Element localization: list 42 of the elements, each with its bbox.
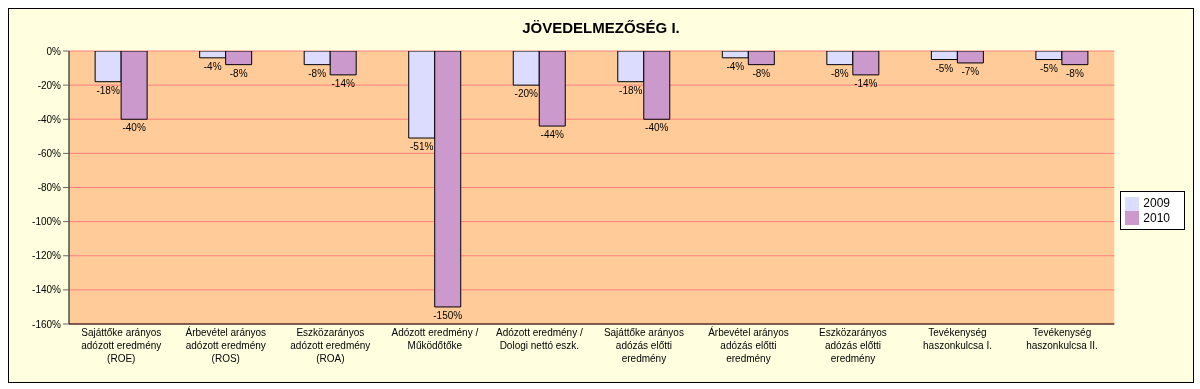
x-tick-label: Tevékenység haszonkulcsa II.: [1026, 327, 1098, 351]
y-tick-label: -160%: [32, 318, 62, 330]
data-label: -8%: [752, 67, 771, 79]
x-tick-label: Eszközarányos adózott eredmény (ROA): [290, 327, 371, 364]
x-tick-label: Tevékenység haszonkulcsa I.: [923, 327, 992, 351]
x-tick-label: Árbevétel arányos adózott eredmény (ROS): [185, 326, 267, 364]
y-tick-label: 0%: [46, 45, 62, 57]
data-label: -5%: [935, 62, 954, 74]
data-label: -44%: [540, 129, 565, 141]
legend-label: 2010: [1143, 210, 1170, 225]
data-label: -20%: [514, 88, 539, 100]
data-label: -40%: [645, 122, 669, 134]
data-label: -5%: [1040, 62, 1058, 74]
chart-title: JÖVEDELMEZŐSÉG I.: [521, 19, 681, 38]
x-tick-label: Eszközarányos adózás előtti eredmény: [819, 327, 887, 364]
data-label: -51%: [410, 141, 434, 153]
y-tick-label: -20%: [37, 79, 62, 91]
x-tick-label: Árbevétel arányos adózás előtti eredmény: [708, 326, 789, 364]
data-label: -18%: [96, 84, 120, 96]
data-label: -7%: [961, 65, 980, 77]
data-label: -18%: [619, 84, 643, 96]
data-label: -8%: [1066, 67, 1084, 79]
x-tick-label: Adózott eredmény / Dologi nettó eszk.: [496, 327, 583, 351]
y-tick-label: -80%: [37, 182, 62, 194]
legend-label: 2009: [1143, 195, 1170, 210]
data-label: -8%: [229, 67, 248, 79]
y-tick-label: -60%: [37, 147, 62, 159]
data-label: -8%: [830, 67, 849, 79]
x-tick-label: Sajáttőke arányos adózott eredmény (ROE): [81, 327, 162, 364]
data-label: -14%: [854, 77, 878, 89]
data-label: -40%: [122, 122, 146, 134]
y-tick-label: -100%: [32, 216, 62, 228]
data-label: -4%: [203, 60, 222, 72]
y-tick-label: -140%: [32, 284, 62, 296]
y-tick-label: -40%: [37, 113, 62, 125]
data-label: -14%: [331, 77, 355, 89]
x-tick-label: Sajáttőke arányos adózás előtti eredmény: [603, 327, 684, 364]
y-tick-label: -120%: [32, 250, 62, 262]
data-label: -8%: [308, 67, 327, 79]
x-tick-label: Adózott eredmény / Működőtőke: [391, 327, 479, 351]
data-label: -4%: [726, 60, 745, 72]
data-label: -150%: [433, 309, 463, 321]
